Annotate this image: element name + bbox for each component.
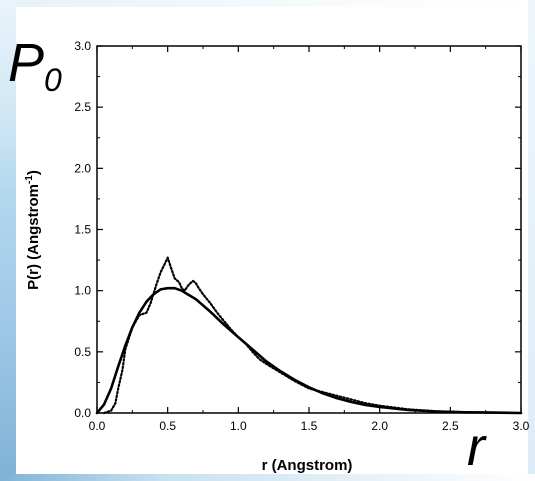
x-tick-label: 0.5	[159, 419, 176, 433]
y-tick-label: 0.5	[74, 345, 91, 359]
p0-symbol: P0	[8, 36, 62, 96]
x-tick-label: 2.0	[371, 419, 388, 433]
slide-background-right	[528, 0, 535, 481]
y-tick-label: 1.0	[74, 284, 91, 298]
x-tick-label: 2.5	[442, 419, 459, 433]
x-tick-label: 0.0	[89, 419, 106, 433]
plot-area	[96, 45, 522, 414]
x-tick-label: 3.0	[513, 419, 530, 433]
y-tick-label: 0.0	[74, 406, 91, 420]
x-tick-label: 1.5	[301, 419, 318, 433]
p0-symbol-subscript: 0	[44, 62, 62, 98]
y-axis-label-tail: )	[25, 170, 42, 175]
p0-symbol-main: P	[8, 33, 45, 93]
x-axis-label: r (Angstrom)	[262, 457, 353, 474]
y-tick-label: 2.5	[74, 100, 91, 114]
y-axis-label-exponent: -1	[24, 175, 35, 184]
y-tick-label: 2.0	[74, 161, 91, 175]
series-group	[95, 256, 523, 415]
dotted-data-series	[102, 256, 494, 415]
r-symbol: r	[467, 417, 485, 477]
x-tick-label: 1.0	[230, 419, 247, 433]
slide-background-left	[0, 0, 16, 481]
y-axis-label-main: P(r) (Angstrom	[25, 184, 42, 290]
y-tick-label: 1.5	[74, 223, 91, 237]
y-axis-ticks: 0.0 0.5 1.0 1.5 2.0 2.5 3.0	[74, 39, 521, 420]
slide-background-top	[16, 0, 535, 7]
slide-background-bottom	[0, 474, 535, 481]
y-tick-label: 3.0	[74, 39, 91, 53]
y-axis-label: P(r) (Angstrom-1)	[24, 170, 42, 290]
